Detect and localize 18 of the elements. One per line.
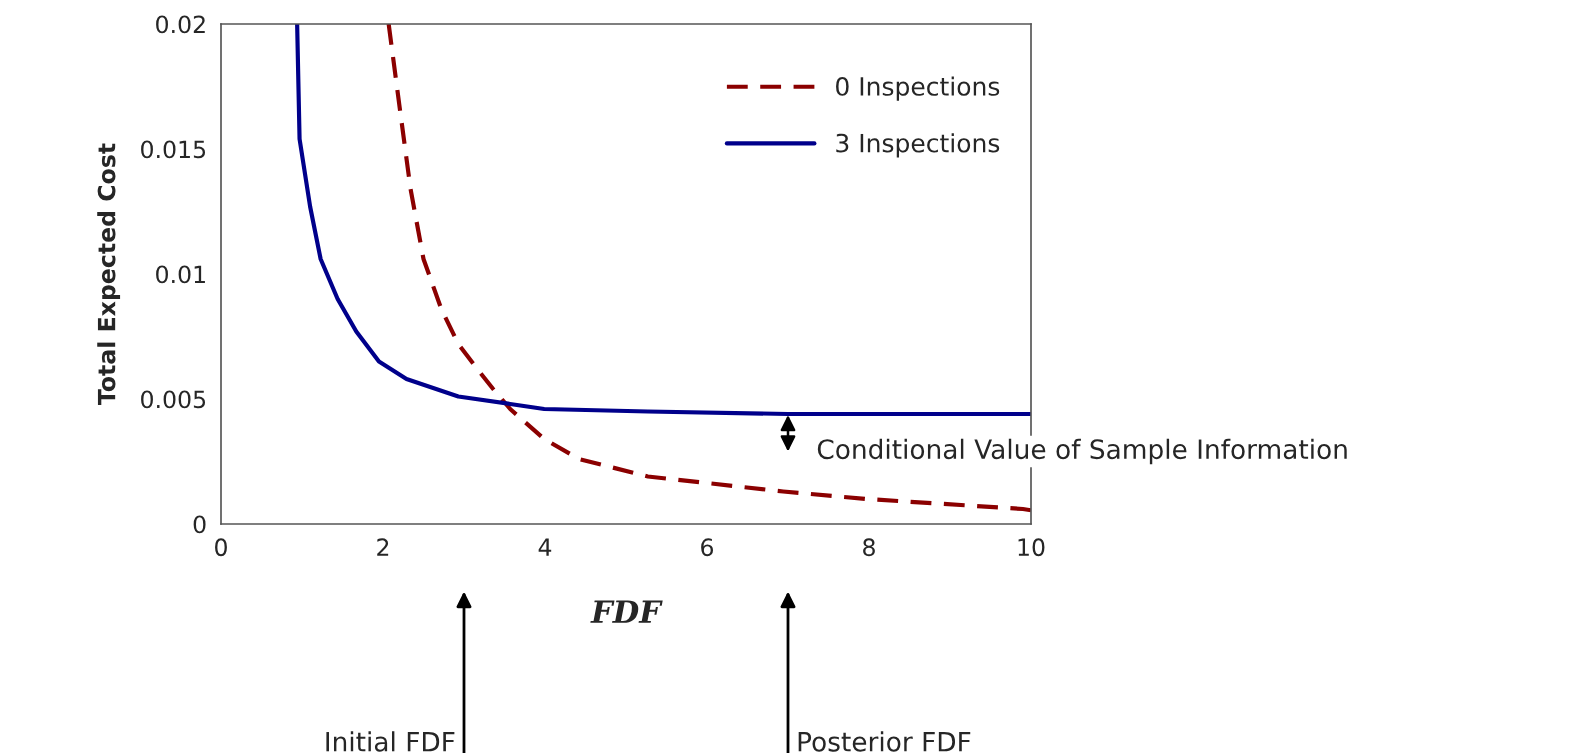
x-tick-label: 10 [1018,538,1045,557]
annotation: Conditional Value of Sample Information [817,438,1347,465]
legend-label: 3 Inspections [836,133,1000,158]
text: Posterior FDF [798,731,971,752]
y-tick-label: 0.02 [156,15,205,34]
x-tick-label: 2 [377,538,389,556]
x-tick-label: 4 [538,538,552,556]
text: Initial FDF [326,731,455,752]
x-axis-title: FDF [590,600,663,623]
y-tick-label: 0.01 [156,265,205,284]
legend-label: 0 Inspections [836,76,1000,101]
x-tick-label: 0 [215,538,227,557]
x-tick-label: 6 [701,538,714,557]
y-tick-label: 0.015 [141,140,206,159]
y-axis-title: Total Expected Cost [97,143,121,406]
y-tick-label: 0 [193,515,206,534]
y-tick-label: 0.005 [141,390,206,409]
x-tick-label: 8 [863,538,875,557]
